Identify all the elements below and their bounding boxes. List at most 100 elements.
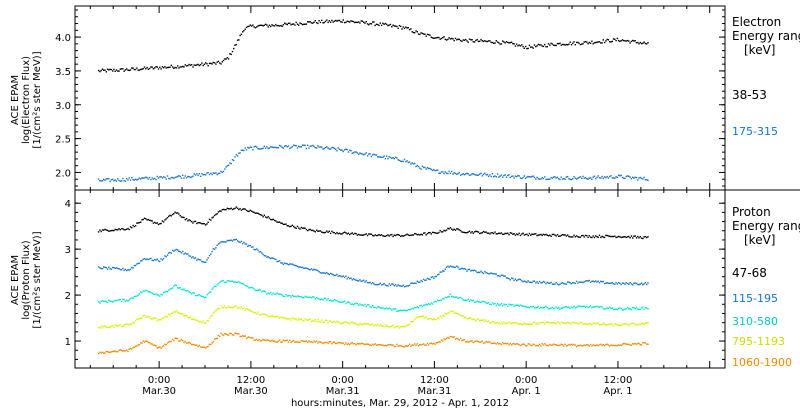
data-point: [177, 175, 179, 178]
data-point: [178, 287, 180, 289]
data-point: [259, 214, 262, 216]
data-point: [383, 155, 385, 157]
data-point: [114, 228, 116, 231]
data-point: [101, 351, 104, 353]
data-point: [431, 303, 434, 305]
data-point: [467, 298, 469, 300]
data-point: [378, 344, 380, 346]
data-point: [526, 233, 528, 235]
data-point: [374, 306, 376, 309]
data-point: [620, 308, 622, 310]
data-point: [356, 279, 359, 282]
data-point: [587, 307, 589, 309]
data-point: [216, 61, 218, 63]
data-point: [621, 282, 624, 284]
data-point: [541, 282, 543, 284]
data-point: [333, 20, 336, 22]
data-point: [291, 224, 294, 226]
data-point: [379, 234, 381, 237]
data-point: [397, 345, 399, 347]
data-point: [138, 69, 141, 71]
data-point: [225, 58, 227, 60]
data-point: [489, 303, 491, 306]
data-point: [412, 31, 415, 34]
data-point: [634, 235, 636, 237]
data-point: [518, 44, 520, 46]
data-point: [579, 176, 582, 178]
data-point: [498, 176, 500, 178]
data-point: [528, 343, 531, 345]
data-point: [454, 296, 457, 298]
data-point: [573, 234, 575, 236]
data-point: [518, 278, 520, 280]
data-point: [180, 339, 183, 341]
data-point: [463, 338, 466, 341]
data-point: [122, 267, 124, 270]
data-point: [579, 344, 582, 346]
data-point: [518, 344, 520, 346]
data-point: [285, 223, 287, 225]
data-point: [314, 298, 316, 300]
data-point: [122, 298, 124, 300]
data-point: [507, 277, 509, 279]
data-point: [531, 306, 533, 308]
data-point: [591, 345, 593, 347]
data-point: [350, 232, 352, 235]
data-point: [545, 233, 547, 236]
data-point: [392, 235, 394, 238]
data-point: [335, 322, 337, 324]
data-point: [324, 319, 327, 321]
data-point: [578, 42, 580, 44]
data-point: [231, 208, 234, 211]
data-point: [155, 179, 157, 181]
data-point: [309, 145, 311, 147]
data-point: [467, 231, 469, 233]
data-point: [624, 236, 626, 238]
data-point: [173, 285, 175, 287]
data-point: [507, 305, 509, 307]
data-point: [108, 266, 110, 268]
data-point: [165, 344, 167, 346]
data-point: [319, 341, 322, 343]
data-point: [315, 229, 318, 231]
data-point: [357, 324, 360, 326]
data-point: [389, 23, 392, 26]
data-point: [188, 291, 190, 293]
data-point: [632, 306, 634, 309]
data-point: [298, 24, 300, 26]
data-point: [244, 147, 246, 149]
data-point: [150, 343, 152, 345]
data-point: [147, 316, 149, 318]
data-point: [635, 42, 638, 44]
x-tick-date-label: Mar.30: [142, 386, 176, 397]
data-point: [295, 21, 297, 24]
data-point: [327, 298, 329, 300]
data-point: [470, 317, 472, 319]
data-point: [438, 231, 440, 234]
data-point: [424, 232, 426, 234]
data-point: [271, 257, 273, 259]
data-point: [324, 341, 327, 344]
data-point: [123, 324, 125, 327]
data-point: [638, 237, 640, 239]
data-point: [198, 64, 200, 67]
data-point: [156, 222, 158, 224]
data-point: [183, 177, 185, 179]
data-point: [589, 177, 592, 179]
data-point: [301, 296, 304, 299]
data-point: [307, 296, 309, 298]
data-point: [238, 333, 240, 335]
data-point: [588, 279, 590, 282]
data-point: [349, 302, 351, 304]
data-point: [414, 307, 416, 309]
data-point: [289, 295, 291, 297]
data-point: [284, 317, 286, 319]
data-point: [429, 318, 431, 320]
data-point: [166, 66, 169, 69]
data-point: [169, 178, 171, 180]
data-point: [230, 207, 232, 209]
data-point: [192, 318, 194, 321]
data-point: [396, 310, 398, 312]
data-point: [383, 345, 385, 347]
data-point: [194, 319, 197, 321]
